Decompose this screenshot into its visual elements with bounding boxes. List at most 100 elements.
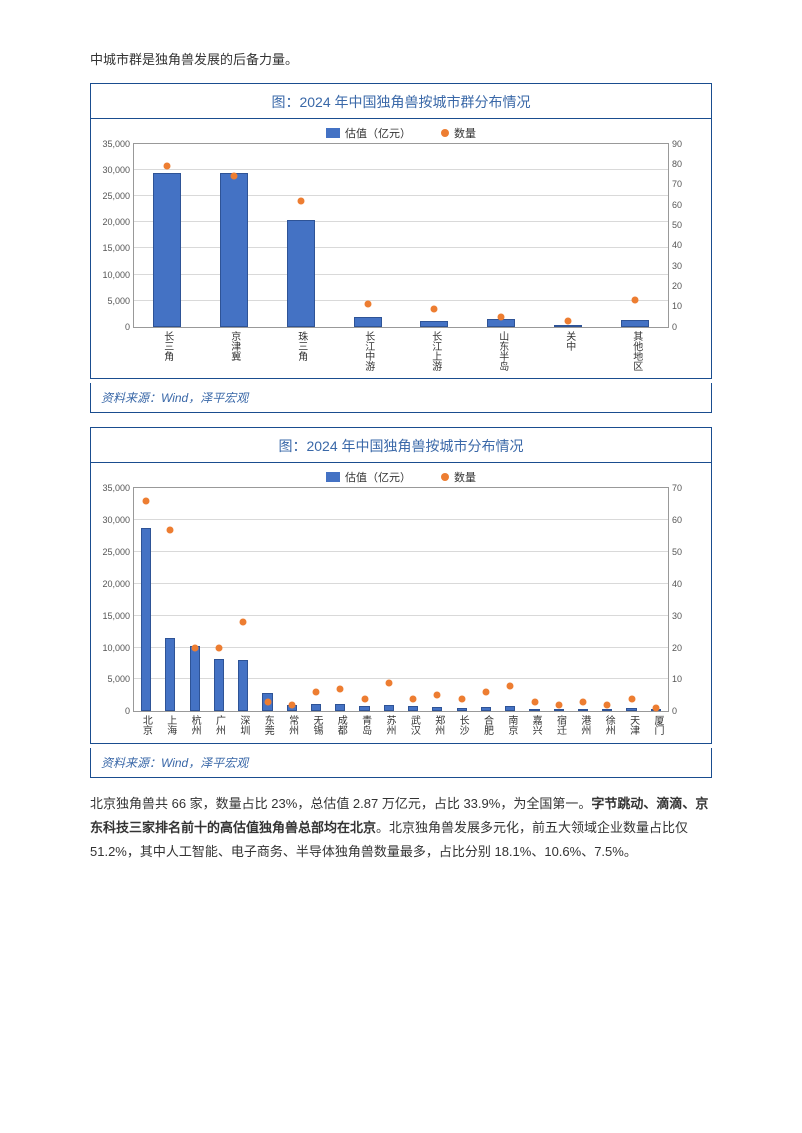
- y-right-tick: 70: [672, 179, 698, 189]
- x-label: 上海: [157, 712, 181, 739]
- para-part1: 北京独角兽共 66 家，数量占比 23%，总估值 2.87 万亿元，占比 33.…: [90, 796, 591, 811]
- scatter-dot: [361, 695, 368, 702]
- bar: [311, 704, 321, 712]
- scatter-dot: [240, 619, 247, 626]
- chart1-title: 图：2024 年中国独角兽按城市群分布情况: [91, 84, 711, 119]
- scatter-dot: [231, 173, 238, 180]
- bar: [335, 704, 345, 711]
- x-label: 珠三角: [267, 328, 334, 375]
- scatter-dot: [498, 313, 505, 320]
- chart2-grid: 05,00010,00015,00020,00025,00030,00035,0…: [133, 487, 669, 712]
- chart1-plot: 05,00010,00015,00020,00025,00030,00035,0…: [133, 143, 669, 375]
- y-right-tick: 90: [672, 139, 698, 149]
- y-right-tick: 60: [672, 515, 698, 525]
- legend-dot-item: 数量: [441, 469, 476, 485]
- y-left-tick: 15,000: [96, 611, 130, 621]
- legend-bar-swatch: [326, 472, 340, 482]
- bar: [141, 528, 151, 711]
- x-label: 杭州: [182, 712, 206, 739]
- bar: [287, 220, 315, 327]
- chart1-source: 资料来源：Wind，泽平宏观: [90, 383, 712, 413]
- scatter-dot: [364, 301, 371, 308]
- x-label: 港州: [571, 712, 595, 739]
- x-label: 苏州: [377, 712, 401, 739]
- y-left-tick: 20,000: [96, 579, 130, 589]
- x-label: 无锡: [304, 712, 328, 739]
- y-left-tick: 35,000: [96, 139, 130, 149]
- y-left-tick: 15,000: [96, 243, 130, 253]
- x-label: 其他地区: [602, 328, 669, 375]
- legend-bar-item: 估值（亿元）: [326, 469, 411, 485]
- bar: [354, 317, 382, 326]
- legend-dot-swatch: [441, 473, 449, 481]
- scatter-dot: [652, 705, 659, 712]
- bar: [153, 173, 181, 327]
- chart1-legend: 估值（亿元） 数量: [91, 119, 711, 143]
- scatter-dot: [191, 644, 198, 651]
- bar: [190, 646, 200, 712]
- scatter-dot: [431, 305, 438, 312]
- chart2-legend: 估值（亿元） 数量: [91, 463, 711, 487]
- x-label: 厦门: [645, 712, 669, 739]
- chart2-block: 图：2024 年中国独角兽按城市分布情况 估值（亿元） 数量 05,00010,…: [90, 427, 712, 744]
- x-label: 郑州: [425, 712, 449, 739]
- scatter-dot: [264, 698, 271, 705]
- y-right-tick: 40: [672, 240, 698, 250]
- y-right-tick: 30: [672, 261, 698, 271]
- bar: [214, 659, 224, 711]
- y-left-tick: 5,000: [96, 674, 130, 684]
- bar: [432, 707, 442, 711]
- bar: [602, 709, 612, 711]
- y-right-tick: 20: [672, 643, 698, 653]
- scatter-dot: [434, 692, 441, 699]
- y-right-tick: 80: [672, 159, 698, 169]
- legend-bar-label: 估值（亿元）: [345, 125, 411, 141]
- y-right-tick: 30: [672, 611, 698, 621]
- x-label: 宿迁: [547, 712, 571, 739]
- bar: [626, 708, 636, 711]
- x-label: 常州: [279, 712, 303, 739]
- legend-dot-label: 数量: [454, 125, 476, 141]
- y-right-tick: 10: [672, 674, 698, 684]
- x-label: 嘉兴: [523, 712, 547, 739]
- y-right-tick: 50: [672, 220, 698, 230]
- y-left-tick: 35,000: [96, 483, 130, 493]
- scatter-dot: [580, 698, 587, 705]
- y-right-tick: 0: [672, 322, 698, 332]
- chart1-block: 图：2024 年中国独角兽按城市群分布情况 估值（亿元） 数量 05,00010…: [90, 83, 712, 380]
- y-right-tick: 0: [672, 706, 698, 716]
- y-left-tick: 30,000: [96, 165, 130, 175]
- scatter-dot: [555, 701, 562, 708]
- x-label: 长三角: [133, 328, 200, 375]
- y-right-tick: 10: [672, 301, 698, 311]
- intro-text: 中城市群是独角兽发展的后备力量。: [90, 50, 712, 71]
- bar: [384, 705, 394, 711]
- body-paragraph: 北京独角兽共 66 家，数量占比 23%，总估值 2.87 万亿元，占比 33.…: [90, 792, 712, 864]
- scatter-dot: [337, 686, 344, 693]
- x-label: 长江上游: [401, 328, 468, 375]
- scatter-dot: [143, 498, 150, 505]
- y-left-tick: 25,000: [96, 191, 130, 201]
- scatter-dot: [385, 679, 392, 686]
- x-label: 东莞: [255, 712, 279, 739]
- x-label: 徐州: [596, 712, 620, 739]
- legend-dot-label: 数量: [454, 469, 476, 485]
- scatter-dot: [482, 689, 489, 696]
- chart1-area: 估值（亿元） 数量 05,00010,00015,00020,00025,000…: [91, 119, 711, 375]
- bar: [359, 706, 369, 712]
- legend-bar-swatch: [326, 128, 340, 138]
- x-label: 长江中游: [334, 328, 401, 375]
- y-left-tick: 5,000: [96, 296, 130, 306]
- bar: [408, 706, 418, 711]
- x-label: 深圳: [230, 712, 254, 739]
- chart1-grid: 05,00010,00015,00020,00025,00030,00035,0…: [133, 143, 669, 328]
- x-label: 广州: [206, 712, 230, 739]
- chart2-source: 资料来源：Wind，泽平宏观: [90, 748, 712, 778]
- bar: [529, 709, 539, 712]
- y-left-tick: 10,000: [96, 270, 130, 280]
- chart2-xlabels: 北京上海杭州广州深圳东莞常州无锡成都青岛苏州武汉郑州长沙合肥南京嘉兴宿迁港州徐州…: [133, 712, 669, 739]
- scatter-dot: [410, 695, 417, 702]
- scatter-dot: [458, 695, 465, 702]
- y-right-tick: 70: [672, 483, 698, 493]
- bar: [457, 708, 467, 711]
